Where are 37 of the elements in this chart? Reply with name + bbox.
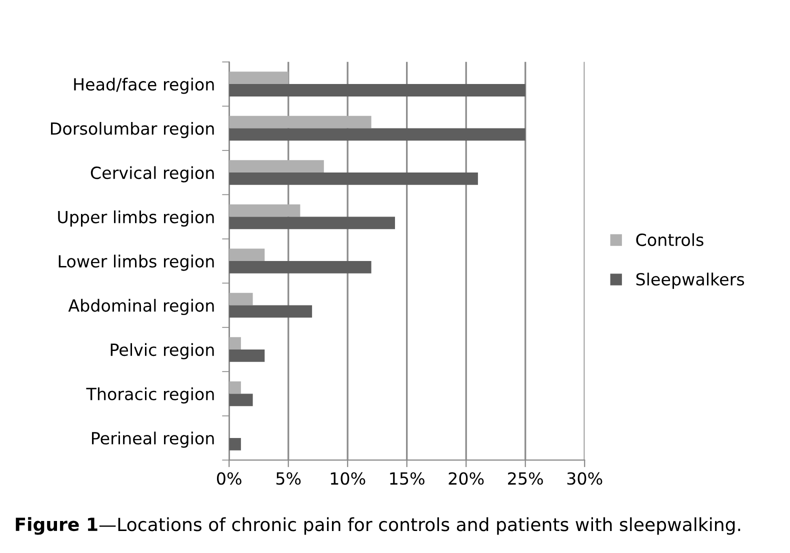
bar (229, 216, 395, 230)
caption: Figure 1 (16, 517, 98, 535)
bar (229, 381, 241, 394)
bar (229, 261, 372, 274)
bar (229, 292, 253, 306)
x-tick-label: 5% (276, 472, 301, 485)
y-tick-label: Head/face region (74, 78, 214, 94)
x-tick-label: 25% (508, 472, 543, 485)
y-tick-label: Upper limbs region (58, 210, 214, 227)
bar (229, 160, 324, 173)
y-tick-label: Thoracic region (86, 387, 214, 404)
y-tick-label: Lower limbs region (58, 254, 214, 271)
bar (229, 305, 312, 318)
bar (229, 116, 372, 128)
bar (229, 337, 241, 350)
bar (229, 248, 265, 262)
bar (229, 204, 300, 217)
bar (229, 438, 241, 450)
bar (229, 72, 288, 84)
bar (229, 172, 478, 185)
x-tick-label: 20% (448, 472, 484, 485)
x-tick-label: 15% (390, 472, 424, 485)
y-tick-label: Dorsolumbar region (51, 122, 214, 138)
y-tick-label: Cervical region (90, 166, 214, 182)
y-tick-label: Abdominal region (68, 298, 214, 316)
text: —Locations of chronic pain for controls and patients with sleepwalking. (99, 517, 740, 535)
legend-label: Sleepwalkers (636, 272, 744, 289)
bar (229, 349, 265, 362)
y-tick-label: Perineal region (92, 432, 214, 448)
y-tick-label: Pelvic region (110, 343, 214, 360)
x-tick-label: 0% (216, 472, 242, 485)
bar (229, 394, 253, 406)
bar (229, 84, 526, 96)
bar (229, 128, 526, 141)
x-tick-label: 30% (567, 472, 602, 485)
x-tick-label: 10% (330, 472, 366, 485)
legend-label: Controls (636, 233, 704, 246)
